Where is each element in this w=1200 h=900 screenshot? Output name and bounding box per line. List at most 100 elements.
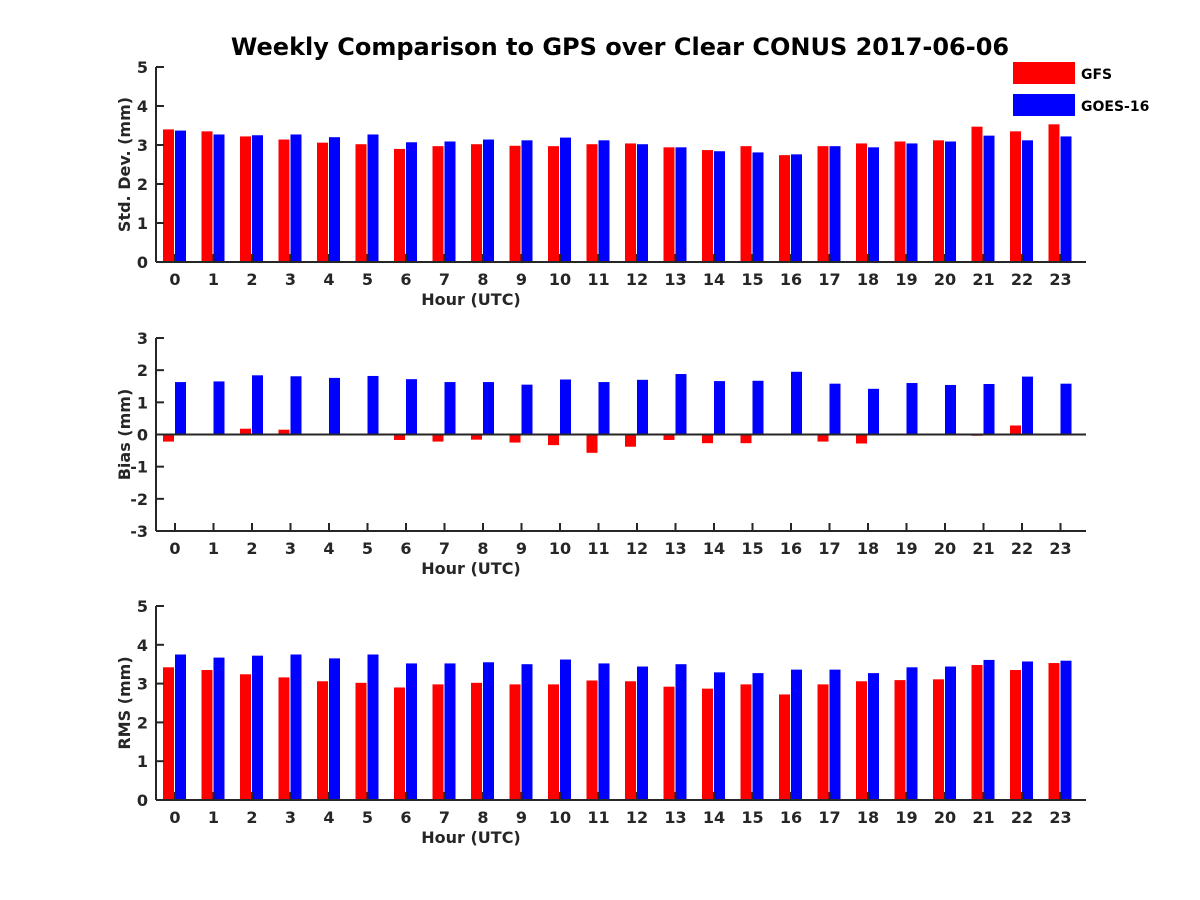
bar-goes-16-hour-11 <box>598 382 610 435</box>
x-tick-label: 17 <box>818 270 840 289</box>
x-tick-label: 1 <box>208 539 219 558</box>
x-tick-label: 20 <box>934 808 956 827</box>
bar-gfs-hour-13 <box>663 434 675 440</box>
x-tick-label: 3 <box>285 808 296 827</box>
bar-gfs-hour-8 <box>471 682 482 800</box>
y-tick-label: 0 <box>137 426 148 445</box>
x-tick-label: 4 <box>323 808 334 827</box>
x-tick-label: 1 <box>208 270 219 289</box>
bar-goes-16-hour-18 <box>868 147 879 262</box>
bar-goes-16-hour-23 <box>1060 660 1072 800</box>
x-tick-label: 14 <box>703 539 725 558</box>
bar-goes-16-hour-2 <box>252 375 263 435</box>
bar-goes-16-hour-5 <box>367 134 379 262</box>
x-tick-label: 22 <box>1011 539 1033 558</box>
x-tick-label: 0 <box>169 270 180 289</box>
bar-goes-16-hour-17 <box>829 146 841 262</box>
bar-gfs-hour-14 <box>702 150 713 262</box>
y-tick-label: 2 <box>137 713 148 732</box>
x-tick-label: 7 <box>439 270 450 289</box>
x-tick-label: 0 <box>169 808 180 827</box>
bar-gfs-hour-8 <box>471 434 482 440</box>
bar-gfs-hour-0 <box>163 129 174 262</box>
bar-gfs-hour-2 <box>240 428 251 435</box>
bar-gfs-hour-6 <box>394 434 405 440</box>
bar-goes-16-hour-20 <box>945 141 956 262</box>
x-tick-label: 17 <box>818 808 840 827</box>
x-axis-label: Hour (UTC) <box>421 290 521 309</box>
bar-goes-16-hour-11 <box>598 140 610 262</box>
bar-gfs-hour-22 <box>1010 425 1021 435</box>
bar-goes-16-hour-0 <box>175 654 186 800</box>
bar-gfs-hour-15 <box>740 434 752 444</box>
x-tick-label: 4 <box>323 539 334 558</box>
bar-goes-16-hour-14 <box>714 672 725 800</box>
x-tick-label: 7 <box>439 808 450 827</box>
bar-goes-16-hour-3 <box>290 376 302 435</box>
bar-goes-16-hour-10 <box>560 379 571 435</box>
bar-gfs-hour-12 <box>625 143 636 262</box>
bar-goes-16-hour-0 <box>175 130 186 262</box>
bar-goes-16-hour-16 <box>791 371 802 435</box>
bar-gfs-hour-12 <box>625 681 636 800</box>
x-tick-label: 15 <box>741 270 763 289</box>
bar-gfs-hour-9 <box>509 684 521 800</box>
x-tick-label: 21 <box>972 539 994 558</box>
bar-goes-16-hour-17 <box>829 669 841 800</box>
x-tick-label: 16 <box>780 270 802 289</box>
bar-gfs-hour-14 <box>702 434 713 444</box>
x-tick-label: 3 <box>285 539 296 558</box>
bar-goes-16-hour-1 <box>213 657 225 800</box>
y-tick-label: 0 <box>137 791 148 810</box>
bar-gfs-hour-7 <box>432 434 444 442</box>
bar-goes-16-hour-19 <box>906 667 918 800</box>
x-tick-label: 5 <box>362 539 373 558</box>
x-tick-label: 19 <box>895 539 917 558</box>
y-tick-label: 0 <box>137 253 148 272</box>
x-tick-label: 16 <box>780 808 802 827</box>
x-tick-label: 14 <box>703 270 725 289</box>
y-tick-label: 2 <box>137 361 148 380</box>
y-tick-label: -2 <box>130 490 148 509</box>
bar-gfs-hour-17 <box>817 684 829 800</box>
bar-goes-16-hour-7 <box>444 141 456 262</box>
x-tick-label: 11 <box>587 808 609 827</box>
bar-goes-16-hour-13 <box>675 147 687 262</box>
bar-gfs-hour-20 <box>933 679 944 800</box>
y-axis-label: Bias (mm) <box>115 389 134 481</box>
bar-goes-16-hour-7 <box>444 663 456 800</box>
bar-goes-16-hour-1 <box>213 134 225 262</box>
bar-gfs-hour-5 <box>355 682 367 800</box>
bar-goes-16-hour-21 <box>983 659 995 800</box>
x-tick-label: 8 <box>477 808 488 827</box>
bar-goes-16-hour-0 <box>175 382 186 435</box>
x-tick-label: 20 <box>934 539 956 558</box>
bar-goes-16-hour-20 <box>945 384 956 435</box>
bar-gfs-hour-19 <box>894 680 906 800</box>
x-tick-label: 22 <box>1011 270 1033 289</box>
x-tick-label: 17 <box>818 539 840 558</box>
bar-gfs-hour-18 <box>856 681 867 800</box>
x-tick-label: 6 <box>400 808 411 827</box>
x-tick-label: 14 <box>703 808 725 827</box>
bar-gfs-hour-1 <box>201 670 213 800</box>
bar-goes-16-hour-12 <box>637 666 648 800</box>
x-tick-label: 19 <box>895 270 917 289</box>
bar-goes-16-hour-10 <box>560 137 571 262</box>
x-tick-label: 15 <box>741 539 763 558</box>
x-tick-label: 18 <box>857 270 879 289</box>
bar-gfs-hour-17 <box>817 434 829 442</box>
bar-goes-16-hour-6 <box>406 663 417 800</box>
x-tick-label: 9 <box>516 270 527 289</box>
y-axis-label: RMS (mm) <box>115 656 134 749</box>
x-tick-label: 10 <box>549 808 571 827</box>
x-tick-label: 10 <box>549 270 571 289</box>
bar-goes-16-hour-22 <box>1022 140 1033 262</box>
y-tick-label: 3 <box>137 675 148 694</box>
bar-gfs-hour-15 <box>740 146 752 262</box>
bar-gfs-hour-15 <box>740 684 752 800</box>
bar-gfs-hour-23 <box>1048 663 1060 800</box>
